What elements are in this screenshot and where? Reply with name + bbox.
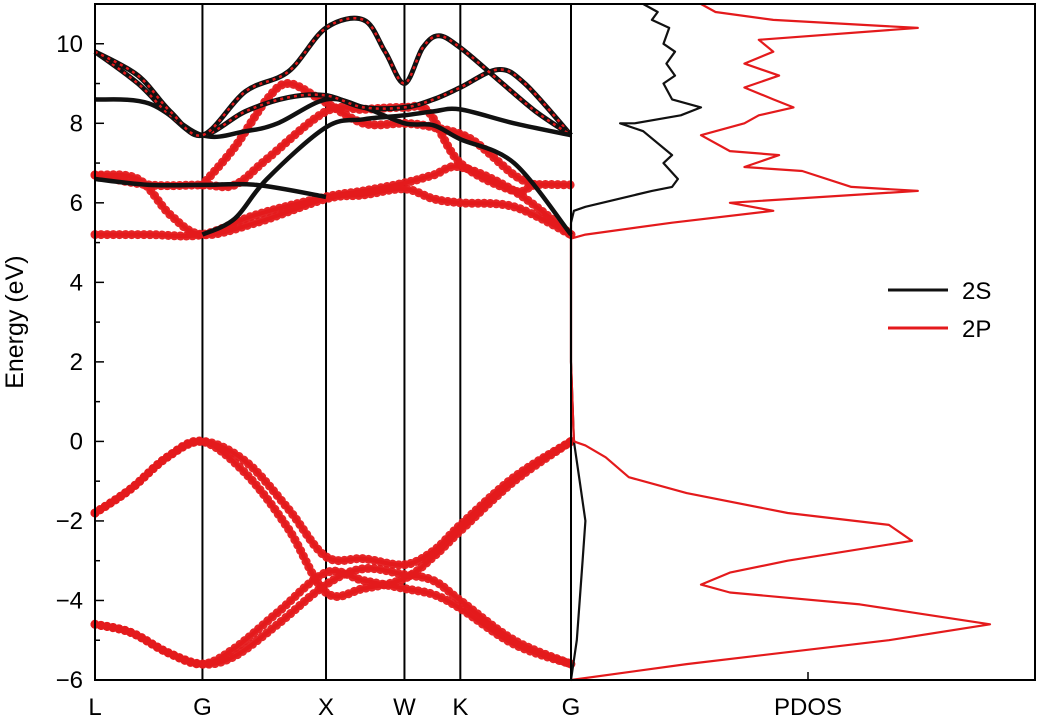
y-tick-label: −4 — [56, 587, 83, 614]
legend-label-2s: 2S — [962, 278, 991, 305]
axis-labels: −6 −4 −2 0 2 4 6 8 10 L G X W K G PDOS Energy (eV) — [1, 31, 842, 721]
band-line-core-3 — [94, 569, 572, 667]
y-tick-label: 10 — [56, 31, 83, 58]
y-tick-label: 6 — [70, 190, 83, 217]
plot-frame — [94, 3, 1036, 681]
pdos-line-2p — [569, 3, 992, 682]
pdos-line-2s — [569, 3, 703, 681]
pdos-panel-series — [569, 3, 992, 682]
pdos-axis-label: PDOS — [774, 694, 842, 721]
band-line-core-1 — [93, 439, 573, 599]
band-line-8 — [94, 176, 327, 200]
band-panel-series — [90, 15, 576, 669]
y-tick-label: 2 — [70, 349, 83, 376]
axes — [94, 3, 1036, 681]
k-point-label: G — [562, 694, 581, 721]
k-point-label: X — [318, 694, 334, 721]
y-tick-label: 8 — [70, 110, 83, 137]
band-line-core-5 — [94, 172, 572, 237]
k-point-label: L — [88, 694, 101, 721]
y-tick-label: −2 — [56, 508, 83, 535]
k-point-label: K — [452, 694, 468, 721]
legend-label-2p: 2P — [962, 316, 991, 343]
y-tick-label: −6 — [56, 667, 83, 694]
y-axis-label: Energy (eV) — [1, 255, 29, 388]
y-tick-label: 0 — [70, 428, 83, 455]
k-point-label: W — [393, 694, 416, 721]
k-point-label: G — [193, 694, 212, 721]
y-tick-label: 4 — [70, 269, 83, 296]
band-line-12 — [201, 106, 572, 237]
band-line-overlay-11 — [94, 16, 572, 137]
